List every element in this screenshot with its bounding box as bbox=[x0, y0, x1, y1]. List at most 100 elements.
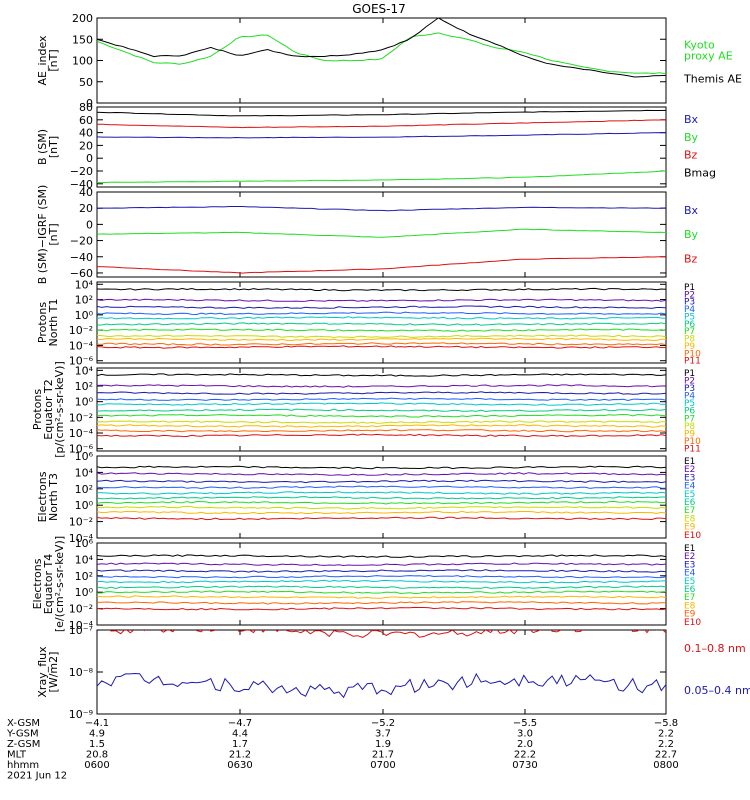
series-line-p1 bbox=[97, 287, 666, 292]
x-row-value: 0600 bbox=[84, 760, 109, 771]
y-axis-label: AE_index[nT] bbox=[36, 35, 60, 86]
y-axis-label-line: [nT] bbox=[47, 223, 60, 245]
y-axis-label-line: B (SM)−IGRF (SM) bbox=[36, 185, 49, 285]
legend-label: P10 bbox=[684, 437, 701, 447]
y-tick-label: 10⁻⁷ bbox=[69, 624, 93, 637]
y-tick-label: 10⁻⁶ bbox=[69, 355, 94, 368]
legend-label-line: Bmag bbox=[684, 166, 716, 179]
y-tick-label: 10⁻⁸ bbox=[69, 666, 94, 679]
y-axis-label-line: North T3 bbox=[47, 473, 60, 521]
legend-label: E6 bbox=[684, 585, 696, 595]
legend-label: P1 bbox=[684, 283, 695, 293]
series-group bbox=[97, 465, 666, 521]
legend-label-line: P4 bbox=[684, 392, 695, 402]
x-row-value: 0800 bbox=[653, 760, 678, 771]
plot-frame bbox=[96, 106, 667, 188]
legend-label: P1 bbox=[684, 369, 695, 379]
y-tick-label: 10⁻⁴ bbox=[69, 427, 94, 440]
panel-3: −60 −40 −20 0 20 40 B (SM)−IGRF (SM)[nT] Bx By Bz bbox=[36, 185, 699, 285]
panel-8: 10⁻⁷ 10⁻⁸ 10⁻⁹ Xray_flux[W/m2] 0.1–0.8 nm 0.0… bbox=[36, 624, 750, 721]
legend-label: E8 bbox=[684, 514, 696, 524]
panel-1: 0 50 100 150 200 AE_index[nT] Kyoto proxy AE The… bbox=[36, 12, 742, 110]
x-row-value: 21.7 bbox=[372, 750, 394, 761]
y-tick-label: 10⁴ bbox=[75, 466, 94, 479]
x-row-value: 0730 bbox=[512, 760, 537, 771]
x-row-value: −5.2 bbox=[371, 718, 395, 729]
x-row-label: hhmm bbox=[7, 760, 39, 771]
series-line-p11 bbox=[97, 345, 666, 349]
series-group bbox=[97, 287, 666, 349]
x-row-value: 22.7 bbox=[655, 750, 677, 761]
series-line-p8 bbox=[97, 334, 666, 339]
legend-label-line: E2 bbox=[684, 465, 695, 475]
figure-title: GOES-17 bbox=[352, 2, 406, 16]
y-axis-label-line: Equator T4 bbox=[42, 554, 55, 614]
legend-label-line: Bz bbox=[684, 252, 698, 265]
series-line-0-1-0-8-nm bbox=[108, 630, 666, 638]
series-line-p9 bbox=[97, 337, 666, 342]
legend-label-line: P9 bbox=[684, 429, 695, 439]
y-tick-label: −40 bbox=[70, 178, 93, 191]
series-line-e4 bbox=[97, 485, 666, 490]
legend-label-line: P5 bbox=[684, 312, 695, 322]
legend-label: E7 bbox=[684, 593, 695, 603]
plot-frame bbox=[96, 191, 667, 278]
legend-label-line: By bbox=[684, 228, 699, 241]
legend-label: E2 bbox=[684, 465, 695, 475]
legend-label-line: Kyoto bbox=[684, 39, 715, 52]
y-axis-label-line: Protons bbox=[36, 302, 49, 343]
series-line-e2 bbox=[97, 472, 666, 476]
legend-label-line: E10 bbox=[684, 531, 701, 541]
series-line-p11 bbox=[97, 433, 666, 438]
legend-label-line: E10 bbox=[684, 618, 701, 628]
y-tick-label: 10⁰ bbox=[75, 396, 94, 409]
legend-label: P2 bbox=[684, 290, 695, 300]
legend-label-line: 0.1–0.8 nm bbox=[684, 642, 746, 655]
legend-label-line: E6 bbox=[684, 498, 696, 508]
x-row-value: 1.7 bbox=[232, 739, 248, 750]
series-line-e3 bbox=[97, 569, 666, 573]
legend-label: E8 bbox=[684, 601, 696, 611]
legend-label-line: Bx bbox=[684, 113, 699, 126]
x-row-value: 21.2 bbox=[229, 750, 251, 761]
legend-label-line: E1 bbox=[684, 457, 695, 467]
series-line-p1 bbox=[97, 373, 666, 377]
x-row-value: 4.4 bbox=[232, 729, 248, 740]
y-tick-label: 20 bbox=[79, 202, 93, 215]
legend-label: P9 bbox=[684, 429, 695, 439]
series-line-p5 bbox=[97, 402, 666, 406]
series-line-by bbox=[97, 170, 666, 184]
legend-label-line: P7 bbox=[684, 414, 695, 424]
legend-label-line: Bx bbox=[684, 204, 699, 217]
legend-label: P11 bbox=[684, 357, 701, 367]
legend-label-line: P6 bbox=[684, 407, 695, 417]
legend-label: E3 bbox=[684, 473, 695, 483]
legend-label-line: P3 bbox=[684, 298, 695, 308]
y-axis-label-line: Equator T2 bbox=[42, 379, 55, 439]
x-row-value: 1.5 bbox=[89, 739, 105, 750]
x-row-value: −5.5 bbox=[513, 718, 537, 729]
series-group bbox=[97, 206, 666, 274]
legend-label-line: E1 bbox=[684, 544, 695, 554]
legend-label: P5 bbox=[684, 312, 695, 322]
series-line-e1 bbox=[97, 465, 666, 470]
legend-label-line: P8 bbox=[684, 422, 695, 432]
series-line-e7 bbox=[97, 590, 666, 595]
series-line-by bbox=[97, 228, 666, 238]
legend-label: E5 bbox=[684, 577, 695, 587]
series-line-e4 bbox=[97, 574, 666, 579]
legend-label-line: P7 bbox=[684, 327, 695, 337]
y-tick-label: 10⁰ bbox=[75, 499, 94, 512]
plot-frame bbox=[96, 17, 667, 104]
series-line-e8 bbox=[97, 505, 666, 510]
series-line-e9 bbox=[97, 601, 666, 605]
legend-label: E9 bbox=[684, 523, 696, 533]
series-line-p10 bbox=[97, 342, 666, 346]
series-line-bx bbox=[97, 132, 666, 139]
legend-label: 0.05–0.4 nm bbox=[684, 684, 750, 697]
y-axis-label: ProtonsNorth T1 bbox=[36, 299, 60, 347]
legend-label: P4 bbox=[684, 392, 695, 402]
series-line-bz bbox=[97, 256, 666, 274]
